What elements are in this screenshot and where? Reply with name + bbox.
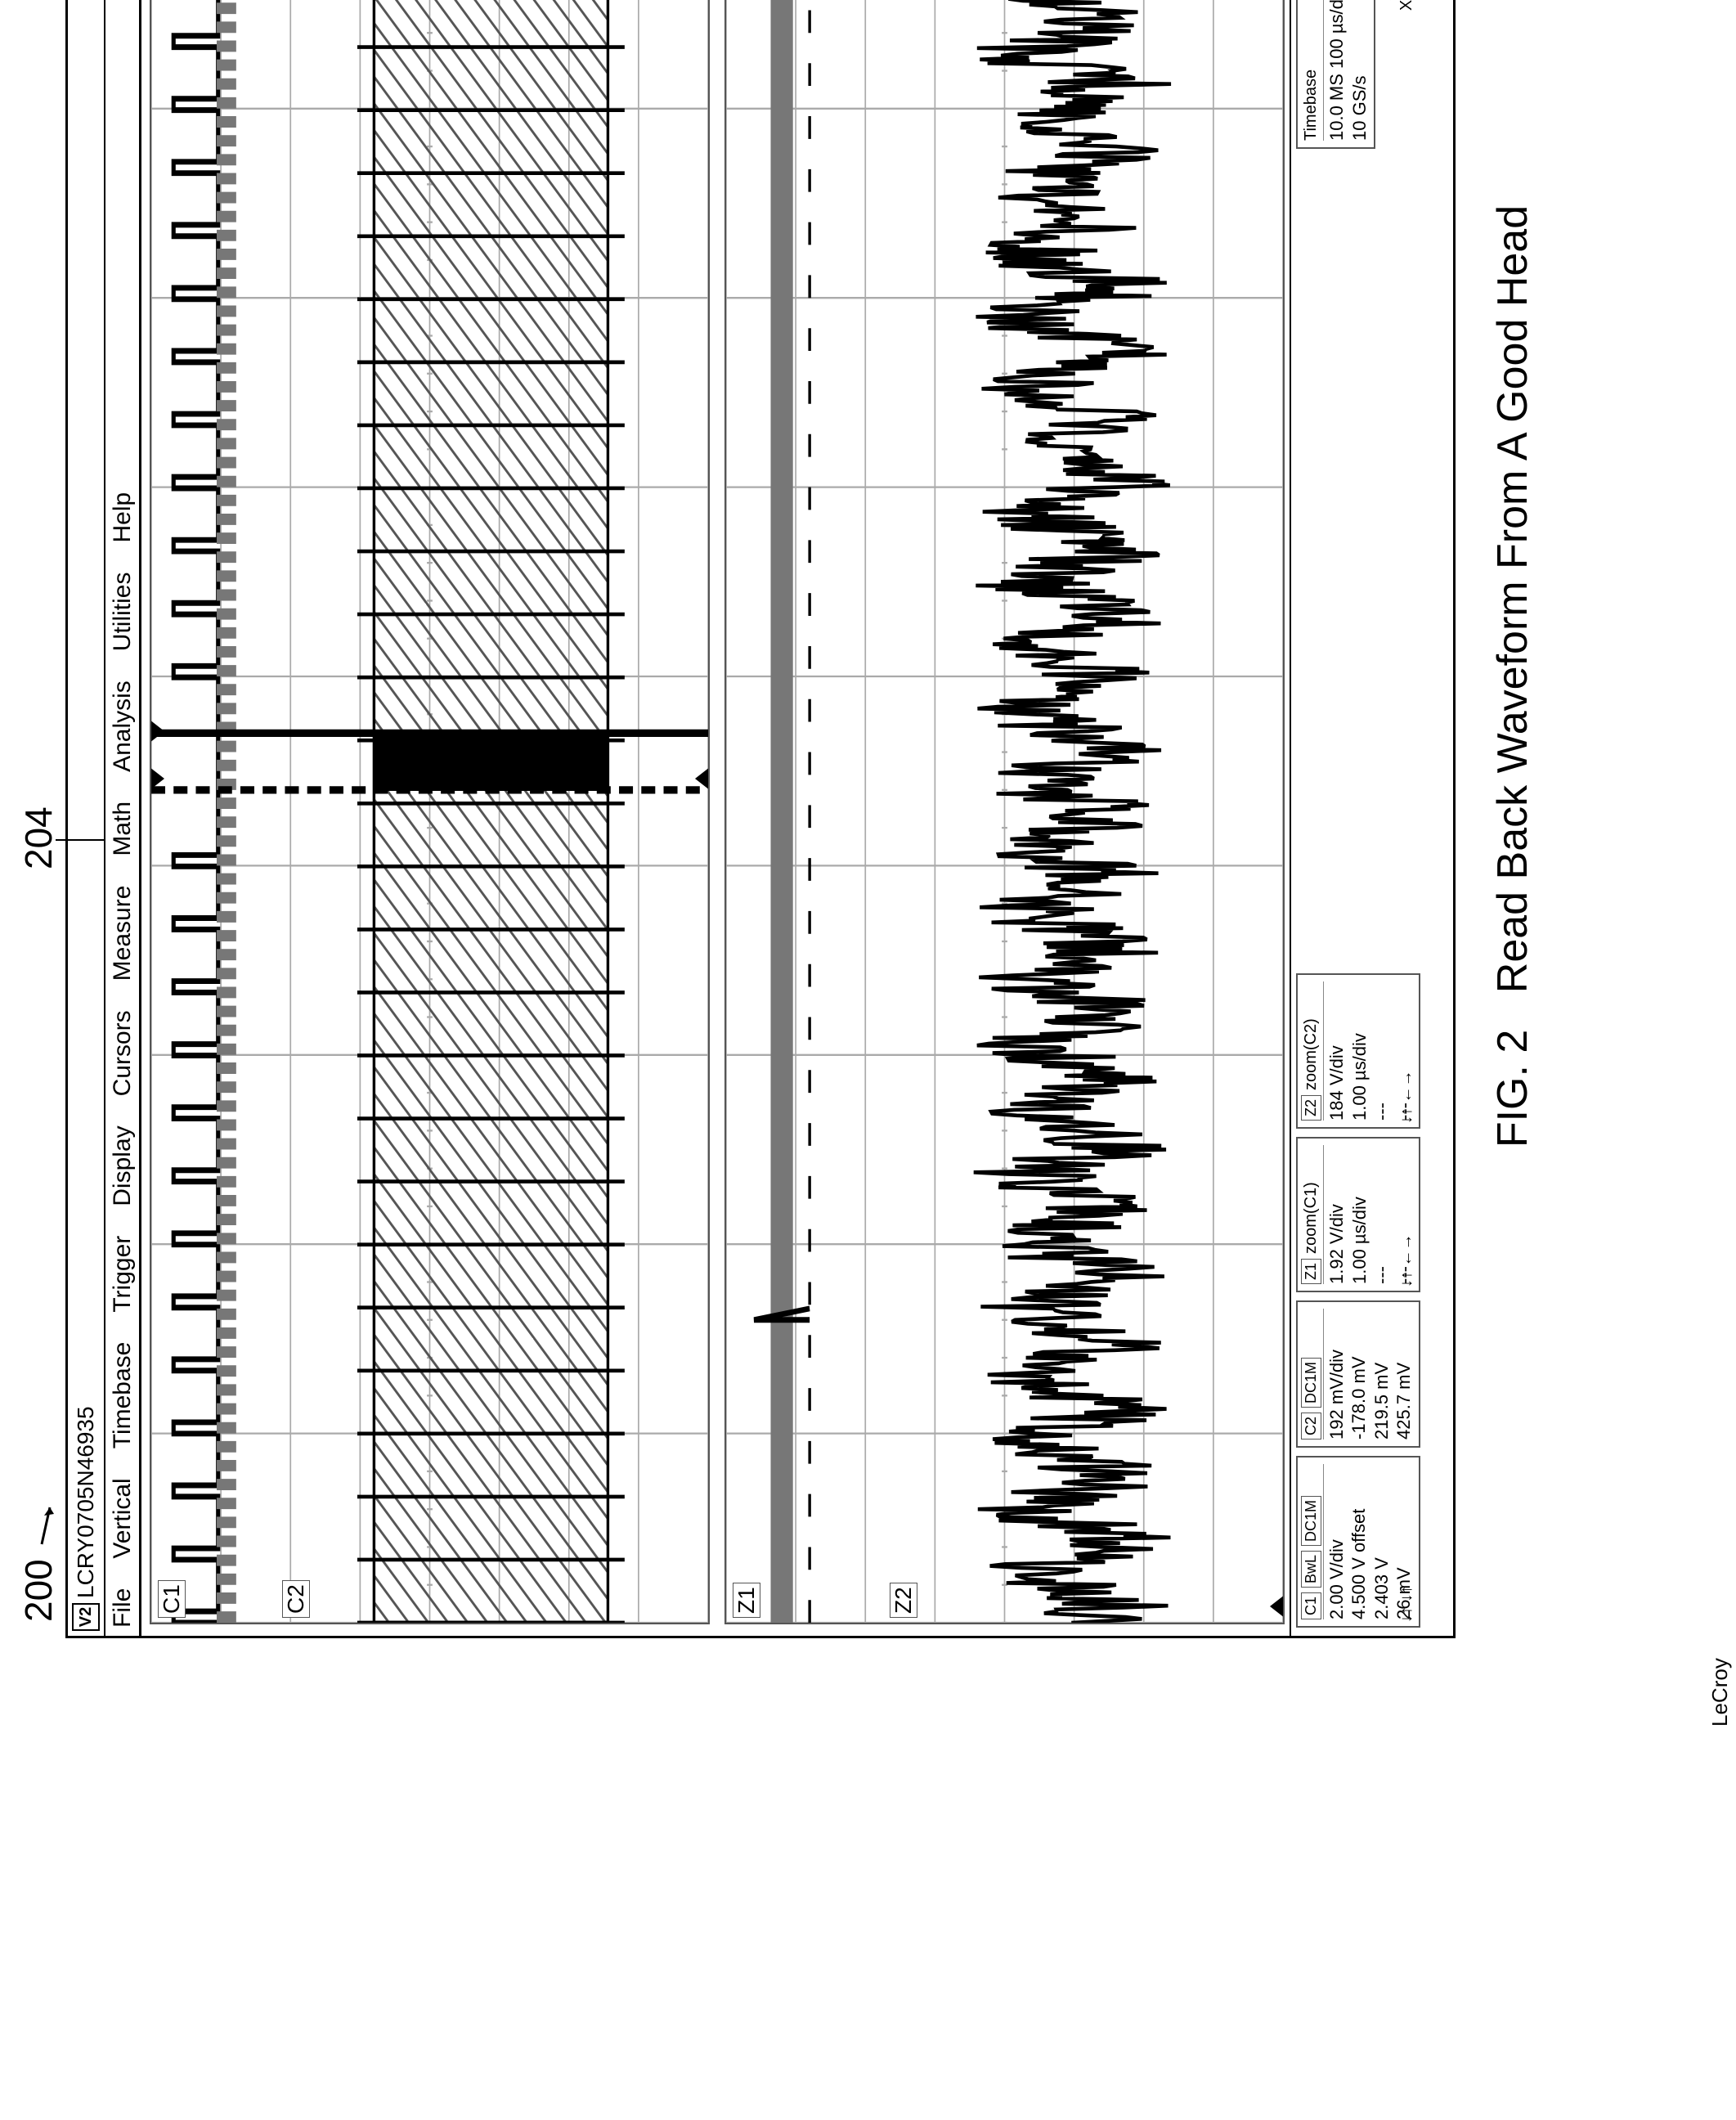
info-z1[interactable]: Z1 zoom(C1) 1.92 V/div 1.00 µs/div --- -… — [1296, 1137, 1420, 1292]
c1-arrows[interactable]: ↓↑ ↓↑ — [1397, 1585, 1417, 1623]
brand-label: LeCroy — [1707, 1658, 1733, 1727]
titlebar: V2 LCRY0705N46935 — □ × — [68, 0, 105, 1636]
info-bar: C1 BwL DC1M 2.00 V/div 4.500 V offset 2.… — [1290, 0, 1453, 1636]
main-waveform-panel[interactable]: C1 C2 — [150, 0, 710, 1624]
channel-label-c2: C2 — [282, 1580, 310, 1618]
info-z2[interactable]: Z2 zoom(C2) 184 V/div 1.00 µs/div --- --… — [1296, 973, 1420, 1129]
menu-display[interactable]: Display — [109, 1125, 137, 1206]
figure-caption: FIG. 2 Read Back Waveform From A Good He… — [1488, 0, 1537, 1638]
oscilloscope-window: V2 LCRY0705N46935 — □ × File Vertical Ti… — [65, 0, 1456, 1638]
menu-timebase[interactable]: Timebase — [109, 1342, 137, 1449]
app-icon: V2 — [72, 1603, 100, 1631]
info-c2[interactable]: C2 DC1M 192 mV/div -178.0 mV 219.5 mV 42… — [1296, 1300, 1420, 1448]
zoom-waveform-svg — [726, 0, 1283, 1623]
zoom-start-mark[interactable] — [1270, 1595, 1285, 1618]
info-c1-tag: C1 — [1301, 1592, 1321, 1619]
channel-label-z2: Z2 — [890, 1583, 917, 1618]
menubar: File Vertical Timebase Trigger Display C… — [105, 0, 141, 1636]
z1-arrows[interactable]: ↓↑ ←→ — [1397, 1233, 1417, 1287]
chart-area: C1 C2 Z1 Z2 — [141, 0, 1290, 1636]
cursor-readout-1: X1= -40.7548 µs ΔX= -40.8265 µs — [1377, 0, 1396, 1]
cursor-x2-top[interactable] — [150, 720, 164, 743]
cursor-x1-top[interactable] — [150, 767, 164, 790]
menu-cursors[interactable]: Cursors — [109, 1010, 137, 1096]
menu-utilities[interactable]: Utilities — [109, 573, 137, 652]
menu-measure[interactable]: Measure — [109, 886, 137, 981]
channel-label-c1: C1 — [158, 1580, 186, 1618]
callout-204: 204 — [16, 806, 61, 869]
menu-analysis[interactable]: Analysis — [109, 680, 137, 772]
channel-label-z1: Z1 — [733, 1583, 760, 1618]
menu-help[interactable]: Help — [109, 492, 137, 543]
menu-math[interactable]: Math — [109, 802, 137, 856]
info-timebase[interactable]: Timebase 0 µs 10.0 MS 100 µs/div 10 GS/s — [1296, 0, 1375, 149]
window-title: LCRY0705N46935 — [73, 1406, 99, 1598]
z2-arrows[interactable]: ↓↑ ←→ — [1397, 1070, 1417, 1124]
menu-file[interactable]: File — [109, 1588, 137, 1628]
menu-vertical[interactable]: Vertical — [109, 1478, 137, 1558]
zoom-waveform-panel[interactable]: Z1 Z2 — [724, 0, 1285, 1624]
info-c1[interactable]: C1 BwL DC1M 2.00 V/div 4.500 V offset 2.… — [1296, 1456, 1420, 1628]
main-waveform-svg — [151, 0, 708, 1623]
callout-204-line — [56, 839, 105, 841]
cursor-readout-2: X2= -71.7 ns 1/ΔX= -24.49389 kHz — [1397, 0, 1416, 11]
cursor-x1-bot[interactable] — [695, 767, 710, 790]
figure-ref: 200 — [16, 1499, 61, 1622]
menu-trigger[interactable]: Trigger — [109, 1236, 137, 1313]
